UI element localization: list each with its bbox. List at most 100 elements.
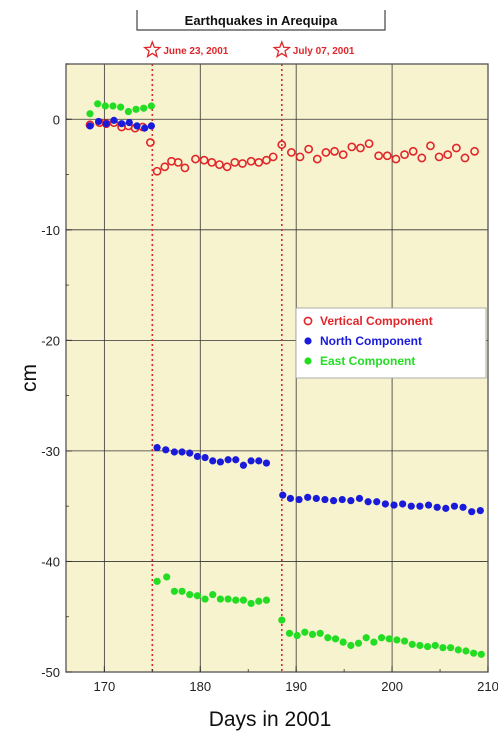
data-point (370, 638, 378, 646)
data-points (85, 100, 485, 658)
data-point (216, 458, 225, 466)
chart-legend: Vertical Component North Component East Co… (295, 307, 487, 379)
data-point (268, 152, 278, 162)
data-point (312, 494, 320, 503)
data-point (417, 153, 427, 163)
data-point (201, 453, 209, 462)
data-point (286, 494, 295, 503)
data-point (140, 104, 148, 112)
data-point (416, 641, 424, 650)
data-point (400, 150, 409, 160)
data-point (433, 503, 441, 511)
data-point (117, 103, 125, 111)
data-point (470, 146, 479, 156)
data-point (125, 118, 133, 127)
data-point (373, 498, 381, 506)
data-point (316, 629, 324, 637)
data-point (301, 628, 309, 636)
data-point (390, 501, 398, 509)
legend-marker (304, 337, 312, 345)
data-point (408, 640, 416, 648)
x-tick-label: 170 (94, 679, 116, 694)
legend-marker (303, 316, 313, 326)
data-point (462, 647, 470, 655)
data-point (477, 650, 485, 658)
data-point (102, 120, 110, 128)
data-point (459, 503, 467, 511)
data-point (400, 637, 409, 645)
axis-ticks: 170 180 190 200 210 0 -10 -20 -30 -40 -50 (41, 63, 498, 694)
data-point (416, 502, 424, 510)
legend-label: East Component (320, 354, 415, 368)
data-point (147, 102, 155, 110)
data-point (391, 154, 401, 164)
data-point (262, 459, 271, 467)
data-point (476, 507, 484, 515)
data-point (180, 163, 190, 173)
data-point (312, 154, 322, 164)
data-point (339, 638, 347, 646)
data-point (207, 157, 217, 167)
data-point (407, 502, 415, 510)
data-point (239, 461, 248, 469)
data-point (347, 641, 355, 650)
data-point (160, 162, 170, 172)
data-point (239, 596, 248, 604)
data-point (431, 641, 439, 650)
data-point (262, 155, 271, 165)
data-point (132, 105, 140, 113)
data-point (304, 144, 314, 154)
data-point (247, 599, 255, 608)
data-point (163, 573, 171, 581)
data-point (209, 591, 217, 599)
data-point (331, 635, 340, 643)
data-point (321, 148, 331, 157)
data-point (329, 497, 338, 505)
y-axis-label: cm (18, 364, 41, 392)
data-point (278, 616, 286, 624)
data-point (423, 642, 432, 651)
data-point (191, 154, 200, 164)
data-point (308, 630, 317, 639)
data-point (362, 634, 370, 642)
data-point (178, 448, 186, 456)
data-point (170, 587, 178, 595)
data-point (216, 595, 225, 603)
chart-title-box: Earthquakes in Arequipa (136, 10, 386, 31)
legend-box (295, 307, 487, 379)
y-tick-label: -20 (41, 333, 60, 348)
legend-label: North Component (320, 334, 422, 348)
data-point (232, 596, 240, 604)
data-point (201, 595, 209, 603)
y-tick-label: 0 (53, 112, 60, 127)
data-point (262, 596, 271, 604)
data-point (424, 501, 433, 509)
data-point (279, 491, 287, 499)
data-point (321, 495, 329, 504)
data-point (109, 102, 117, 110)
data-point (153, 443, 161, 452)
data-point (393, 636, 401, 644)
data-point (450, 502, 459, 510)
data-point (286, 148, 296, 157)
x-tick-label: 200 (381, 679, 403, 694)
data-point (199, 155, 209, 165)
data-point (186, 591, 194, 599)
data-point (209, 457, 217, 465)
data-point (95, 117, 103, 126)
data-point (170, 448, 178, 456)
data-point (186, 449, 194, 457)
data-point (86, 122, 94, 130)
data-point (408, 146, 418, 156)
y-tick-label: -10 (41, 223, 60, 238)
data-point (118, 120, 126, 128)
plot-frame (65, 63, 489, 673)
data-point (86, 110, 94, 118)
data-point (443, 150, 453, 160)
data-point (224, 595, 232, 603)
x-axis-label: Days in 2001 (209, 708, 332, 731)
data-point (355, 494, 364, 503)
data-point (338, 150, 348, 160)
y-tick-label: -40 (41, 554, 60, 569)
y-tick-label: -50 (41, 665, 60, 680)
